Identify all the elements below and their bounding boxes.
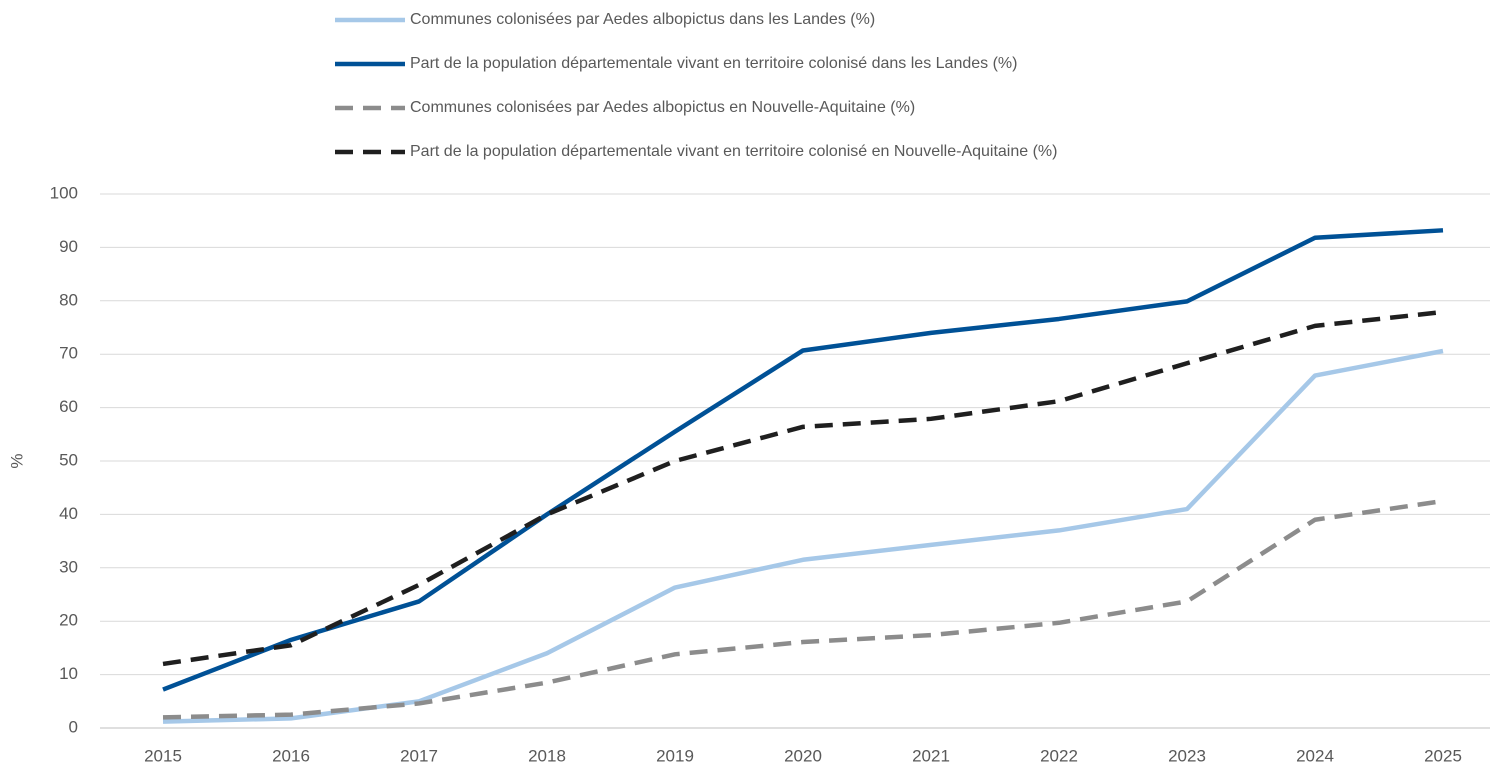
data-line xyxy=(162,348,1444,724)
x-tick-label: 2022 xyxy=(1040,746,1078,765)
legend-label: Communes colonisées par Aedes albopictus… xyxy=(410,99,915,116)
data-line xyxy=(162,309,1444,667)
x-tick-label: 2018 xyxy=(528,746,566,765)
x-tick-label: 2025 xyxy=(1424,746,1462,765)
x-tick-label: 2023 xyxy=(1168,746,1206,765)
x-tick-label: 2017 xyxy=(400,746,438,765)
legend-label: Communes colonisées par Aedes albopictus… xyxy=(410,11,875,28)
y-tick-label: 60 xyxy=(59,397,78,416)
x-tick-label: 2024 xyxy=(1296,746,1334,765)
x-tick-label: 2021 xyxy=(912,746,950,765)
y-tick-label: 30 xyxy=(59,557,78,576)
y-tick-label: 100 xyxy=(50,183,78,202)
y-tick-label: 90 xyxy=(59,237,78,256)
y-axis-label: % xyxy=(7,453,26,468)
y-tick-label: 80 xyxy=(59,290,78,309)
y-tick-label: 10 xyxy=(59,664,78,683)
data-line xyxy=(162,498,1444,720)
legend-label: Part de la population départementale viv… xyxy=(410,143,1057,160)
y-tick-label: 40 xyxy=(59,504,78,523)
y-tick-label: 0 xyxy=(69,717,78,736)
x-tick-label: 2016 xyxy=(272,746,310,765)
legend-label: Part de la population départementale viv… xyxy=(410,55,1017,72)
y-tick-label: 20 xyxy=(59,611,78,630)
y-tick-label: 50 xyxy=(59,450,78,469)
x-tick-label: 2019 xyxy=(656,746,694,765)
data-line xyxy=(162,228,1444,692)
x-tick-label: 2020 xyxy=(784,746,822,765)
y-tick-label: 70 xyxy=(59,344,78,363)
x-tick-label: 2015 xyxy=(144,746,182,765)
